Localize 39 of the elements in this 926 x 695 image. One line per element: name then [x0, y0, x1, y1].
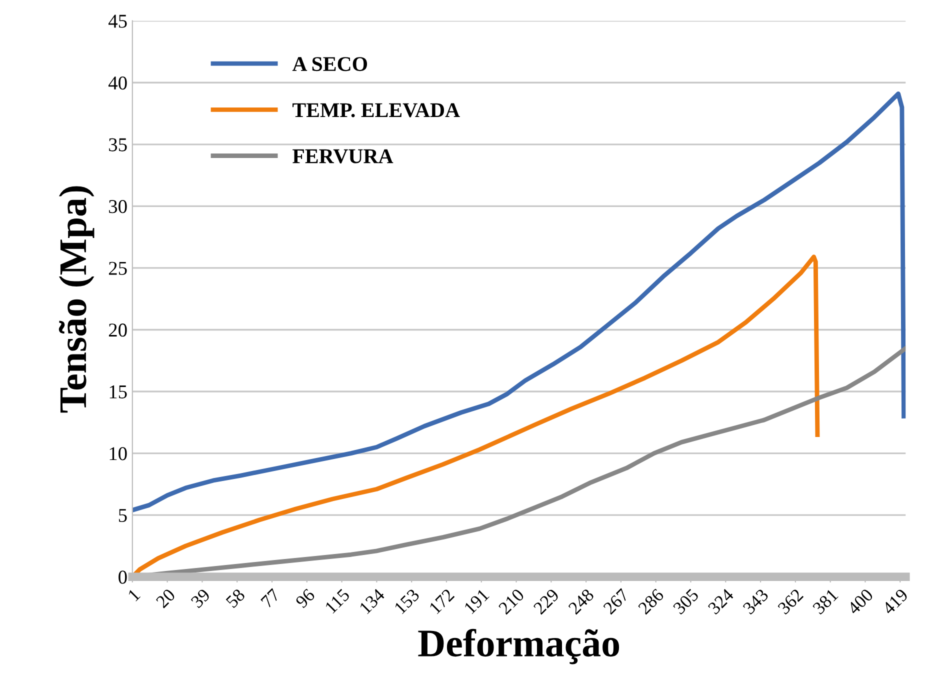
- x-tick-label: 39: [190, 588, 211, 608]
- y-axis-title: Tensão (Mpa): [58, 186, 94, 413]
- y-tick-label: 30: [109, 200, 127, 214]
- x-tick-label: 210: [498, 588, 525, 615]
- y-tick-label: 0: [118, 570, 127, 584]
- legend-label: TEMP. ELEVADA: [292, 103, 460, 118]
- line-series: [132, 92, 906, 512]
- x-tick-label: 305: [672, 588, 700, 615]
- x-tick-label: 115: [324, 588, 350, 614]
- legend-label: A SECO: [292, 57, 368, 72]
- x-tick-label: 286: [638, 588, 664, 615]
- x-axis-title: Deformação: [418, 628, 620, 664]
- x-tick-label: 400: [846, 588, 874, 616]
- y-tick-label: 10: [110, 447, 127, 460]
- x-tick-label: 381: [812, 588, 839, 615]
- legend-label: FERVURA: [292, 149, 394, 164]
- x-tick-label: 134: [359, 588, 386, 614]
- x-tick-label: 343: [742, 588, 770, 615]
- y-tick-label: 35: [109, 138, 127, 152]
- x-tick-label: 1: [128, 588, 141, 602]
- x-tick-label: 191: [464, 588, 490, 614]
- y-tick-label: 20: [108, 324, 127, 337]
- y-tick-label: 45: [108, 14, 127, 28]
- y-tick-label: 25: [108, 262, 127, 275]
- x-tick-label: 229: [532, 588, 560, 615]
- y-tick-label: 15: [110, 385, 127, 398]
- x-tick-label: 419: [882, 588, 909, 616]
- x-tick-label: 153: [394, 588, 420, 614]
- x-tick-label: 324: [708, 588, 734, 615]
- x-tick-label: 267: [602, 588, 630, 615]
- x-tick-label: 58: [225, 588, 246, 608]
- x-tick-label: 20: [155, 588, 176, 608]
- y-tick-label: 5: [118, 509, 127, 522]
- x-tick-label: 172: [428, 588, 455, 614]
- y-tick-label: 40: [108, 76, 127, 90]
- x-tick-label: 248: [568, 588, 595, 615]
- x-tick-label: 362: [777, 588, 804, 615]
- x-tick-label: 96: [294, 588, 316, 609]
- x-tick-label: 77: [260, 588, 280, 608]
